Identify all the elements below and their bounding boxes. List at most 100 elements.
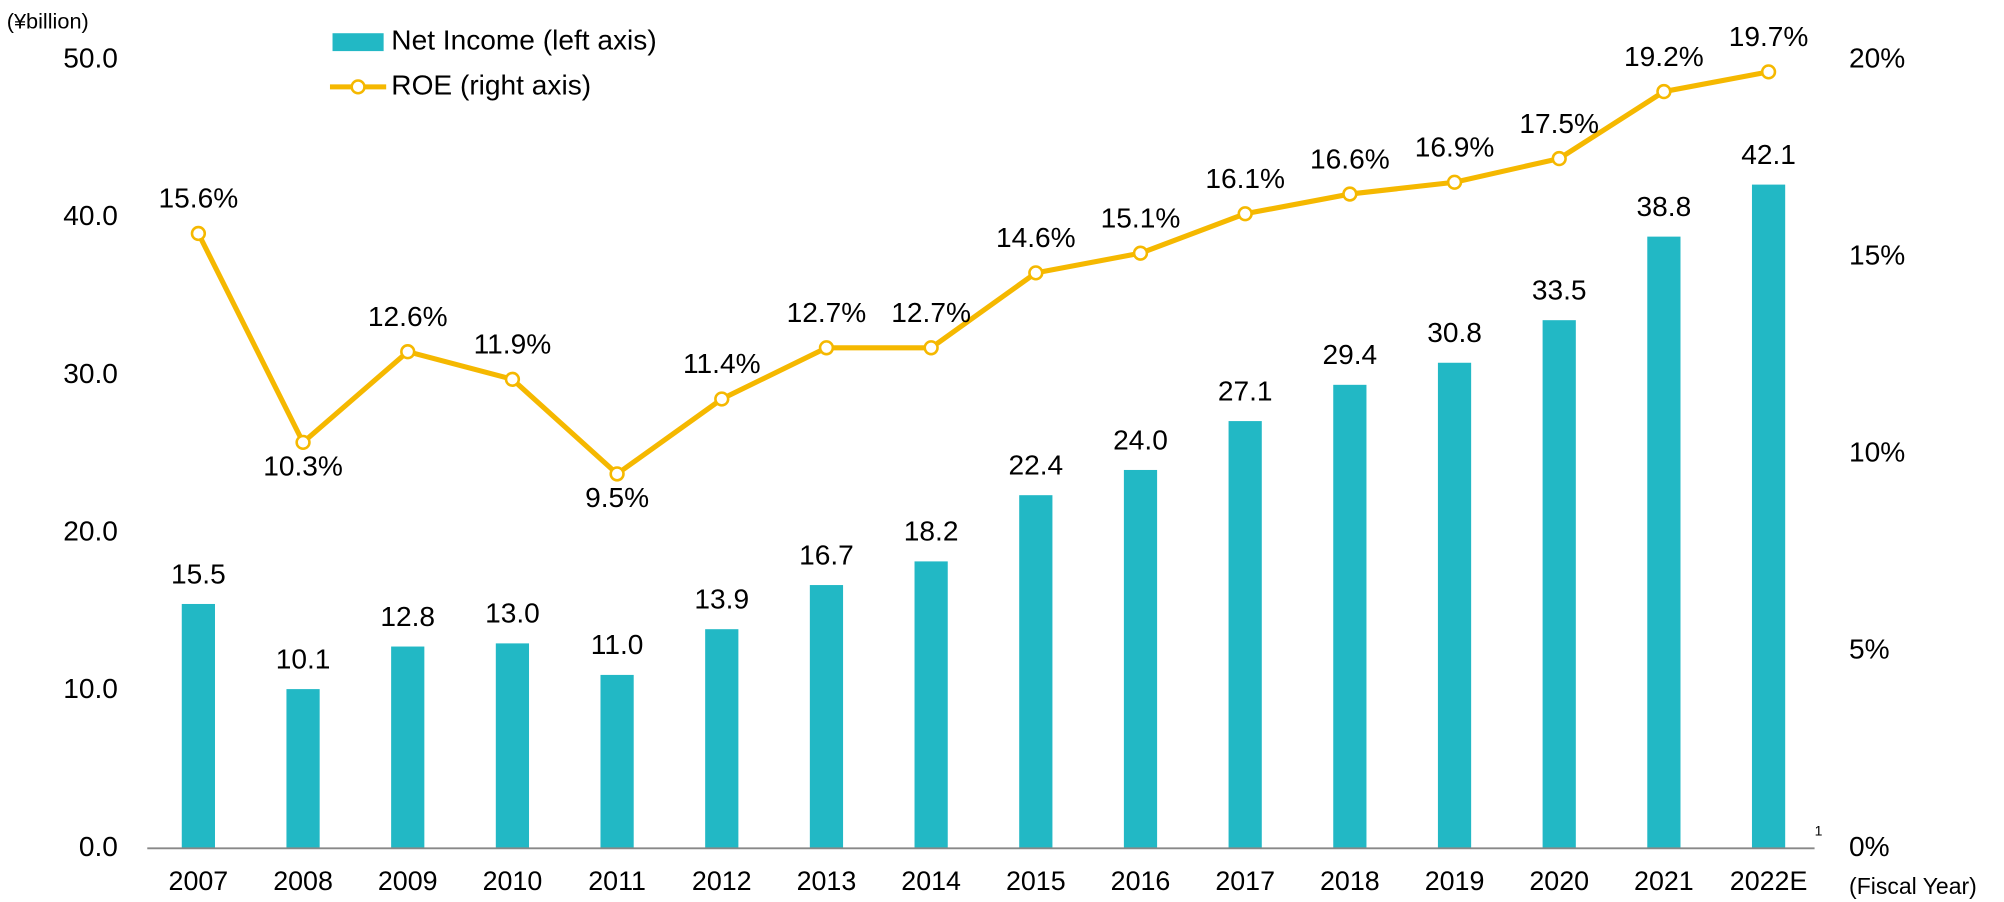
data-label: 16.7: [799, 539, 854, 570]
data-label: 11.0: [591, 629, 644, 660]
data-label: 19.2%: [1624, 41, 1704, 72]
bar: [495, 643, 530, 849]
bar: [809, 585, 844, 849]
data-label: 38.8: [1637, 191, 1692, 222]
x-tick-label: 2016: [1111, 866, 1171, 896]
y2-tick-label: 20%: [1849, 42, 1905, 73]
y2-tick-label: 5%: [1849, 634, 1890, 665]
data-label: 16.6%: [1310, 143, 1390, 174]
x-tick-label: 2015: [1006, 866, 1066, 896]
x-tick-label: 2012: [692, 866, 752, 896]
x-tick-label: 2013: [797, 866, 857, 896]
data-label: 16.1%: [1205, 163, 1285, 194]
bar: [286, 689, 320, 849]
marker: [1132, 245, 1149, 261]
bar: [914, 561, 948, 849]
marker: [1551, 150, 1567, 167]
bar: [1751, 184, 1786, 849]
legend-swatch: [332, 33, 384, 52]
x-tick-label: 2018: [1320, 866, 1380, 896]
marker: [190, 225, 207, 242]
data-label: 42.1: [1741, 139, 1796, 170]
marker: [818, 340, 835, 356]
data-label: 19.7%: [1729, 21, 1809, 52]
data-label: 15.6%: [159, 183, 239, 214]
footnote-marker: 1: [1815, 822, 1823, 838]
y-tick-label: 50.0: [63, 42, 118, 73]
marker: [714, 391, 730, 407]
legend-label: Net Income (left axis): [391, 25, 656, 56]
data-label: 16.9%: [1415, 131, 1495, 162]
data-label: 17.5%: [1519, 108, 1599, 139]
bar: [1647, 236, 1681, 849]
marker: [1028, 265, 1044, 281]
marker: [400, 344, 416, 360]
marker: [923, 340, 939, 356]
marker: [1656, 83, 1672, 100]
data-label: 12.7%: [891, 297, 971, 328]
x-tick-label: 2008: [273, 866, 333, 896]
bar: [705, 629, 739, 849]
data-label: 10.1: [276, 643, 331, 674]
data-label: 27.1: [1218, 375, 1273, 406]
bar: [391, 646, 425, 849]
x-tick-label: 2010: [483, 866, 543, 896]
y2-tick-label: 10%: [1849, 437, 1905, 468]
data-label: 30.8: [1427, 317, 1482, 348]
legend-label: ROE (right axis): [391, 69, 591, 100]
x-tick-label: 2007: [169, 866, 229, 896]
y-tick-label: 10.0: [63, 673, 118, 704]
x-tick-label: 2021: [1634, 866, 1694, 896]
data-label: 12.7%: [787, 297, 867, 328]
x-tick-label: 2011: [588, 866, 646, 896]
x-axis-label: (Fiscal Year): [1849, 873, 1977, 899]
y2-tick-label: 0%: [1849, 831, 1890, 862]
marker: [295, 434, 311, 451]
marker: [1342, 186, 1358, 202]
data-label: 12.6%: [368, 301, 448, 332]
data-label: 10.3%: [263, 450, 343, 481]
y-tick-label: 0.0: [79, 831, 118, 862]
line: [196, 69, 1770, 478]
x-tick-label: 2009: [378, 866, 438, 896]
y-tick-label: 30.0: [63, 358, 118, 389]
data-label: 22.4: [1008, 449, 1063, 480]
data-label: 15.5: [171, 558, 226, 589]
x-tick-label: 2022E: [1730, 866, 1808, 896]
data-label: 24.0: [1113, 424, 1168, 455]
y2-tick-label: 15%: [1849, 240, 1905, 271]
marker: [1446, 174, 1463, 190]
bar: [181, 603, 215, 849]
bar: [1123, 469, 1158, 849]
data-label: 13.0: [485, 598, 540, 629]
marker: [504, 371, 521, 387]
data-label: 33.5: [1532, 274, 1587, 305]
x-tick-label: 2020: [1529, 866, 1589, 896]
bar: [600, 674, 634, 849]
y-tick-label: 20.0: [63, 515, 118, 546]
x-tick-label: 2017: [1215, 866, 1275, 896]
data-label: 18.2: [904, 516, 959, 547]
marker: [1237, 206, 1253, 222]
marker: [609, 466, 625, 482]
data-label: 9.5%: [585, 482, 649, 513]
data-label: 12.8: [380, 601, 435, 632]
bar: [1437, 362, 1472, 849]
data-label: 11.9%: [474, 329, 552, 360]
y-tick-label: 40.0: [63, 200, 118, 231]
data-label: 14.6%: [996, 222, 1076, 253]
y-axis-label: (¥billion): [7, 9, 89, 34]
bar: [1228, 421, 1262, 849]
x-tick-label: 2014: [901, 866, 961, 896]
x-tick-label: 2019: [1425, 866, 1485, 896]
bar: [1542, 320, 1576, 849]
bar: [1333, 384, 1367, 849]
bar: [1019, 495, 1053, 849]
data-label: 13.9: [694, 584, 749, 615]
data-label: 29.4: [1323, 339, 1378, 370]
legend-marker: [350, 79, 366, 95]
data-label: 15.1%: [1101, 202, 1181, 233]
marker: [1760, 64, 1777, 80]
data-label: 11.4%: [683, 348, 761, 379]
